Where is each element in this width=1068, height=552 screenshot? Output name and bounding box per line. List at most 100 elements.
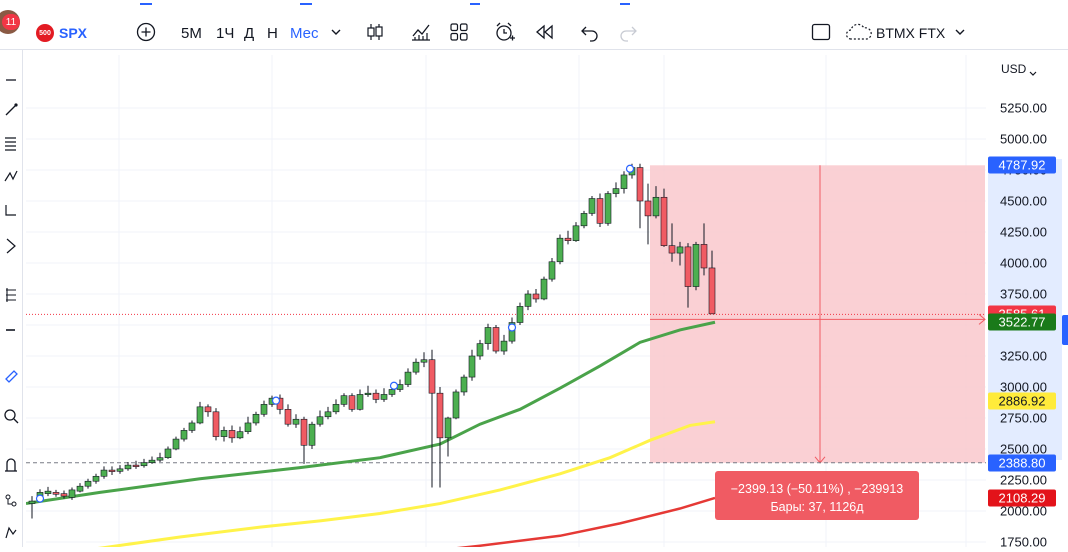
candle-up	[140, 462, 148, 467]
price-tick-label: 2500.00	[1000, 441, 1047, 457]
trend-line-tool-icon[interactable]	[0, 100, 22, 120]
candle-down	[52, 492, 60, 495]
lock-tool-icon[interactable]	[0, 490, 22, 510]
candle-up	[484, 327, 492, 344]
pattern-tool-icon[interactable]	[0, 166, 22, 186]
candle-up	[188, 422, 196, 431]
candle-up	[292, 418, 300, 425]
candle-down	[492, 327, 500, 352]
candle-up	[388, 389, 396, 395]
candle-up	[68, 489, 76, 498]
interval-1h[interactable]: 1Ч	[216, 24, 235, 42]
cloud-layout-icon[interactable]	[845, 23, 873, 41]
interval-month[interactable]: Мес	[290, 24, 319, 42]
fullscreen-square-icon[interactable]	[811, 23, 831, 41]
layouts-grid-icon[interactable]	[449, 22, 469, 42]
candle-down	[660, 196, 668, 246]
symbol-name[interactable]: SPX	[59, 25, 88, 41]
replay-rewind-icon[interactable]	[534, 22, 554, 42]
candle-down	[428, 359, 436, 394]
dividend-marker-icon	[625, 164, 635, 173]
candle-up	[332, 404, 340, 413]
candle-down	[212, 411, 220, 437]
projection-tool-icon[interactable]	[0, 200, 22, 220]
interval-week[interactable]: Н	[267, 24, 278, 42]
ruler-tool-icon[interactable]	[0, 366, 22, 386]
indicators-icon[interactable]	[410, 22, 432, 42]
price-tick-label: 4250.00	[1000, 224, 1047, 240]
interval-dropdown-chevron-icon[interactable]	[330, 26, 342, 38]
layout-dropdown-chevron-icon[interactable]	[954, 26, 966, 38]
cursor-tool-icon[interactable]	[0, 70, 22, 90]
price-tick-label: 3250.00	[1000, 348, 1047, 364]
dividend-marker-icon	[271, 396, 281, 405]
interval-day[interactable]: Д	[244, 24, 255, 42]
candle-down	[132, 464, 140, 467]
symbol-logo-badge: 500	[36, 24, 54, 42]
candle-down	[596, 198, 604, 224]
window-top-edge	[0, 0, 1068, 10]
candle-up	[572, 225, 580, 241]
candle-up	[516, 306, 524, 323]
candle-up	[476, 343, 484, 357]
candle-up	[500, 340, 508, 352]
alert-clock-icon[interactable]	[494, 21, 516, 43]
candle-down	[708, 267, 716, 315]
candle-up	[652, 196, 660, 217]
candle-up	[100, 469, 108, 477]
candle-down	[300, 418, 308, 446]
undo-icon[interactable]	[580, 22, 600, 42]
candle-down	[372, 392, 380, 400]
measure-bars-duration: Бары: 37, 1126д	[770, 500, 864, 514]
currency-selector[interactable]: USD	[1001, 62, 1027, 76]
candle-up	[324, 411, 332, 418]
candle-up	[412, 361, 420, 373]
candles-chart-type-icon[interactable]	[364, 22, 386, 42]
candle-up	[580, 213, 588, 227]
notification-badge[interactable]: 11	[2, 14, 20, 30]
candle-up	[260, 404, 268, 415]
price-tag-ma-red: 2108.29	[988, 489, 1056, 507]
zoom-tool-icon[interactable]	[0, 406, 22, 426]
dividend-marker-icon	[35, 494, 45, 503]
candle-up	[148, 459, 156, 463]
price-tick-label: 3750.00	[1000, 286, 1047, 302]
candle-up	[316, 416, 324, 425]
candle-up	[308, 423, 316, 446]
candle-down	[108, 469, 116, 472]
prediction-tool-icon[interactable]	[0, 285, 22, 305]
redo-icon	[618, 22, 638, 42]
dividend-marker-icon	[507, 323, 517, 332]
interval-5m[interactable]: 5М	[181, 24, 202, 42]
price-tick-label: 2250.00	[1000, 472, 1047, 488]
magnet-tool-icon[interactable]	[0, 455, 22, 475]
candle-up	[452, 391, 460, 419]
candle-up	[612, 188, 620, 194]
measure-change: −2399.13 (−50.11%) , −239913	[730, 482, 904, 496]
dividend-marker-icon	[389, 381, 399, 390]
drawing-tools-sidebar	[0, 50, 23, 547]
price-tick-label: 2000.00	[1000, 503, 1047, 519]
price-tick-label: 4500.00	[1000, 193, 1047, 209]
hide-drawings-icon[interactable]	[0, 523, 22, 543]
fib-tool-icon[interactable]	[0, 133, 22, 153]
scale-drag-handle[interactable]	[1062, 315, 1068, 345]
currency-chevron-icon[interactable]	[1029, 65, 1037, 76]
candle-up	[588, 198, 596, 214]
candle-up	[76, 485, 84, 492]
candle-up	[548, 261, 556, 280]
candle-down	[284, 409, 292, 425]
measure-tool-icon[interactable]	[0, 320, 22, 340]
brush-tool-icon[interactable]	[0, 236, 22, 256]
candle-up	[156, 457, 164, 461]
candle-up	[236, 431, 244, 439]
ma-green-line	[25, 320, 716, 506]
layout-name[interactable]: BTMX FTX	[876, 25, 946, 41]
candle-up	[92, 475, 100, 482]
candle-up	[340, 395, 348, 405]
compare-add-icon[interactable]	[136, 22, 156, 42]
chart-pane[interactable]	[25, 55, 986, 552]
candle-down	[684, 246, 692, 287]
candle-down	[700, 244, 708, 269]
candle-up	[556, 237, 564, 263]
